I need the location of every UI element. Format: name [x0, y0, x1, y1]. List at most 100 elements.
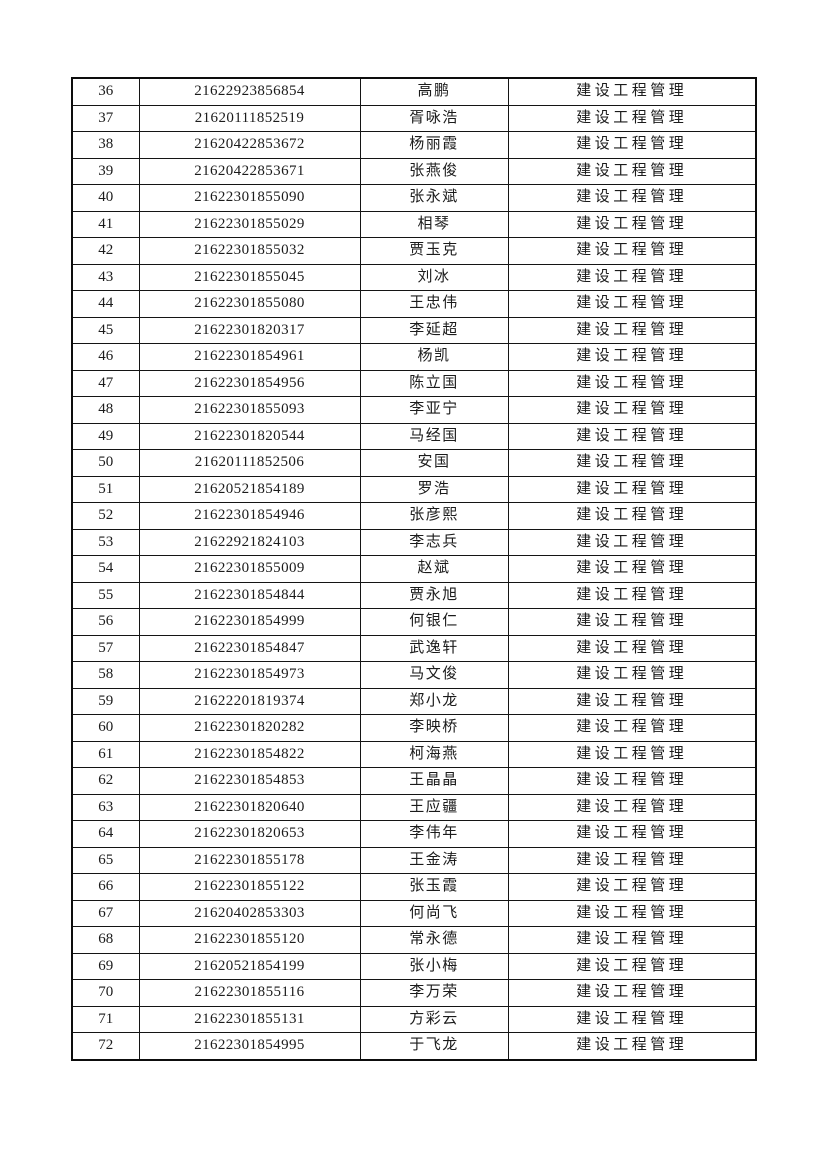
cell-student-name: 贾永旭	[359, 581, 509, 609]
cell-row-number: 55	[71, 581, 140, 609]
cell-row-number: 67	[71, 899, 140, 927]
table-row: 54 21622301855009 赵斌 建设工程管理	[71, 555, 757, 583]
student-roster-body: 36 21622923856854 高鹏 建设工程管理 37 21620111852519…	[71, 77, 757, 1060]
cell-student-name: 张燕俊	[359, 157, 509, 185]
table-row: 39 21620422853671 张燕俊 建设工程管理	[71, 157, 757, 185]
cell-program-name: 建设工程管理	[507, 263, 757, 291]
table-row: 45 21622301820317 李延超 建设工程管理	[71, 316, 757, 344]
table-row: 57 21622301854847 武逸轩 建设工程管理	[71, 634, 757, 662]
cell-program-name: 建设工程管理	[507, 184, 757, 212]
student-roster-table: 36 21622923856854 高鹏 建设工程管理 37 21620111852519…	[71, 77, 757, 1061]
cell-student-name: 方彩云	[359, 1005, 509, 1033]
cell-row-number: 44	[71, 290, 140, 318]
cell-row-number: 71	[71, 1005, 140, 1033]
cell-student-id: 21622923856854	[138, 77, 361, 106]
table-row: 40 21622301855090 张永斌 建设工程管理	[71, 184, 757, 212]
cell-student-id: 21622301854847	[138, 634, 361, 662]
cell-row-number: 64	[71, 820, 140, 848]
cell-row-number: 39	[71, 157, 140, 185]
cell-program-name: 建设工程管理	[507, 899, 757, 927]
cell-row-number: 40	[71, 184, 140, 212]
table-row: 67 21620402853303 何尚飞 建设工程管理	[71, 899, 757, 927]
cell-student-id: 21622301855131	[138, 1005, 361, 1033]
cell-student-name: 张玉霞	[359, 873, 509, 901]
table-row: 56 21622301854999 何银仁 建设工程管理	[71, 608, 757, 636]
cell-student-id: 21622301855080	[138, 290, 361, 318]
cell-student-name: 李志兵	[359, 528, 509, 556]
table-row: 72 21622301854995 于飞龙 建设工程管理	[71, 1032, 757, 1060]
table-row: 42 21622301855032 贾玉克 建设工程管理	[71, 237, 757, 265]
cell-student-id: 21620111852506	[138, 449, 361, 477]
table-row: 60 21622301820282 李映桥 建设工程管理	[71, 714, 757, 742]
cell-program-name: 建设工程管理	[507, 369, 757, 397]
cell-student-id: 21622301854956	[138, 369, 361, 397]
cell-row-number: 46	[71, 343, 140, 371]
cell-student-id: 21622301820544	[138, 422, 361, 450]
cell-program-name: 建设工程管理	[507, 820, 757, 848]
cell-program-name: 建设工程管理	[507, 77, 757, 106]
cell-student-name: 杨丽霞	[359, 131, 509, 159]
cell-student-name: 马经国	[359, 422, 509, 450]
cell-student-name: 马文俊	[359, 661, 509, 689]
cell-row-number: 36	[71, 77, 140, 106]
cell-student-name: 刘冰	[359, 263, 509, 291]
cell-student-name: 王晶晶	[359, 767, 509, 795]
cell-student-id: 21622301854995	[138, 1032, 361, 1060]
cell-row-number: 48	[71, 396, 140, 424]
cell-row-number: 41	[71, 210, 140, 238]
cell-student-name: 李延超	[359, 316, 509, 344]
cell-program-name: 建设工程管理	[507, 926, 757, 954]
table-row: 64 21622301820653 李伟年 建设工程管理	[71, 820, 757, 848]
cell-program-name: 建设工程管理	[507, 793, 757, 821]
table-row: 59 21622201819374 郑小龙 建设工程管理	[71, 687, 757, 715]
table-row: 47 21622301854956 陈立国 建设工程管理	[71, 369, 757, 397]
table-row: 58 21622301854973 马文俊 建设工程管理	[71, 661, 757, 689]
cell-student-name: 何尚飞	[359, 899, 509, 927]
cell-student-id: 21622301854844	[138, 581, 361, 609]
cell-row-number: 60	[71, 714, 140, 742]
table-row: 71 21622301855131 方彩云 建设工程管理	[71, 1005, 757, 1033]
cell-program-name: 建设工程管理	[507, 316, 757, 344]
cell-row-number: 58	[71, 661, 140, 689]
cell-student-id: 21622301855090	[138, 184, 361, 212]
cell-student-name: 相琴	[359, 210, 509, 238]
cell-student-id: 21622921824103	[138, 528, 361, 556]
cell-program-name: 建设工程管理	[507, 131, 757, 159]
table-row: 70 21622301855116 李万荣 建设工程管理	[71, 979, 757, 1007]
table-row: 38 21620422853672 杨丽霞 建设工程管理	[71, 131, 757, 159]
table-row: 48 21622301855093 李亚宁 建设工程管理	[71, 396, 757, 424]
cell-program-name: 建设工程管理	[507, 555, 757, 583]
cell-program-name: 建设工程管理	[507, 343, 757, 371]
cell-student-name: 李万荣	[359, 979, 509, 1007]
cell-student-id: 21622301820317	[138, 316, 361, 344]
cell-row-number: 42	[71, 237, 140, 265]
cell-student-id: 21622301820282	[138, 714, 361, 742]
cell-program-name: 建设工程管理	[507, 1032, 757, 1060]
cell-student-id: 21622301855116	[138, 979, 361, 1007]
cell-student-name: 陈立国	[359, 369, 509, 397]
cell-student-name: 于飞龙	[359, 1032, 509, 1060]
cell-program-name: 建设工程管理	[507, 449, 757, 477]
cell-row-number: 61	[71, 740, 140, 768]
cell-row-number: 62	[71, 767, 140, 795]
cell-student-name: 安国	[359, 449, 509, 477]
cell-student-name: 李映桥	[359, 714, 509, 742]
cell-row-number: 63	[71, 793, 140, 821]
cell-student-name: 柯海燕	[359, 740, 509, 768]
cell-student-name: 贾玉克	[359, 237, 509, 265]
cell-program-name: 建设工程管理	[507, 1005, 757, 1033]
cell-student-name: 张小梅	[359, 952, 509, 980]
cell-student-id: 21620422853671	[138, 157, 361, 185]
cell-row-number: 45	[71, 316, 140, 344]
cell-student-name: 赵斌	[359, 555, 509, 583]
cell-program-name: 建设工程管理	[507, 687, 757, 715]
table-row: 62 21622301854853 王晶晶 建设工程管理	[71, 767, 757, 795]
cell-row-number: 43	[71, 263, 140, 291]
cell-program-name: 建设工程管理	[507, 210, 757, 238]
cell-student-id: 21622301855029	[138, 210, 361, 238]
table-row: 65 21622301855178 王金涛 建设工程管理	[71, 846, 757, 874]
cell-student-id: 21620111852519	[138, 104, 361, 132]
cell-student-name: 李亚宁	[359, 396, 509, 424]
cell-student-id: 21622301855122	[138, 873, 361, 901]
